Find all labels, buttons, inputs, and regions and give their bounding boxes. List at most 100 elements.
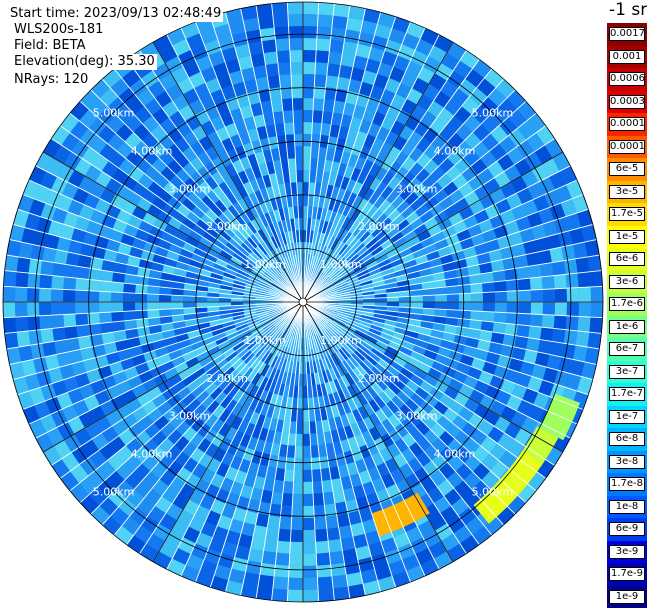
elevation-label: Elevation(deg): 35.30 xyxy=(12,54,157,70)
range-bin xyxy=(578,272,591,288)
colorbar-tick-label: 1.7e-9 xyxy=(609,567,645,581)
range-bin xyxy=(293,110,303,122)
lidar-position-marker xyxy=(299,298,307,306)
range-ring-label: 5.00km xyxy=(93,107,135,120)
range-bin xyxy=(303,518,315,530)
range-bin xyxy=(75,302,87,314)
range-ring-label: 5.00km xyxy=(472,107,514,120)
range-bin xyxy=(435,295,447,303)
range-bin xyxy=(332,575,348,589)
range-bin xyxy=(303,542,316,554)
range-bin xyxy=(290,530,303,542)
range-bin xyxy=(312,481,323,494)
range-bin xyxy=(303,14,318,26)
range-bin xyxy=(159,295,171,303)
range-bin xyxy=(272,588,288,601)
colorbar-cell: 6e-5 xyxy=(607,158,647,181)
range-bin xyxy=(589,271,602,287)
range-bin xyxy=(494,281,507,292)
range-ring-label: 3.00km xyxy=(396,182,438,195)
range-bin xyxy=(51,276,64,290)
range-bin xyxy=(27,316,40,331)
colorbar-tick-label: 1e-5 xyxy=(609,230,645,244)
range-bin xyxy=(15,272,28,288)
range-bin xyxy=(289,554,303,566)
range-bin xyxy=(447,294,459,302)
range-bin xyxy=(554,274,567,288)
range-bin xyxy=(290,50,303,62)
range-bin xyxy=(555,302,567,316)
range-bin xyxy=(552,328,566,343)
range-bin xyxy=(314,74,327,87)
range-bin xyxy=(579,287,591,302)
range-bin xyxy=(273,577,289,590)
range-bin xyxy=(291,74,303,86)
range-bin xyxy=(591,286,603,302)
range-bin xyxy=(295,446,303,458)
range-bin xyxy=(303,554,317,566)
range-bin xyxy=(258,16,274,30)
range-bin xyxy=(284,122,294,135)
range-bin xyxy=(147,294,159,302)
range-bin xyxy=(552,261,566,276)
range-bin xyxy=(278,62,291,75)
range-bin xyxy=(294,134,303,146)
range-bin xyxy=(262,551,277,565)
range-bin xyxy=(495,291,507,302)
range-bin xyxy=(289,38,303,50)
range-bin xyxy=(274,565,289,578)
colorbar-tick-label: 0.0003 xyxy=(609,95,645,109)
colorbar-tick-label: 6e-5 xyxy=(609,162,645,176)
range-bin xyxy=(303,122,312,134)
range-bin xyxy=(283,481,294,494)
range-bin xyxy=(17,257,31,273)
colorbar-tick-label: 1.7e-5 xyxy=(609,207,645,221)
range-bin xyxy=(258,575,274,589)
colorbar-tick-label: 0.00017 xyxy=(609,117,645,131)
range-bin xyxy=(578,316,591,332)
colorbar-cell: 1.7e-9 xyxy=(607,563,647,586)
range-bin xyxy=(312,122,322,135)
range-bin xyxy=(289,26,303,38)
range-bin xyxy=(312,469,322,482)
range-bin xyxy=(317,577,333,590)
field-label: Field: BETA xyxy=(12,38,87,54)
range-bin xyxy=(303,134,312,146)
range-bin xyxy=(51,302,63,315)
range-bin xyxy=(3,302,15,318)
range-bin xyxy=(579,302,591,317)
range-bin xyxy=(27,302,39,316)
range-ring-label: 4.00km xyxy=(434,448,476,461)
range-bin xyxy=(288,14,303,26)
range-bin xyxy=(63,302,75,315)
range-bin xyxy=(272,2,288,15)
range-bin xyxy=(471,293,483,302)
range-ring-label: 3.00km xyxy=(169,182,211,195)
range-bin xyxy=(275,38,289,51)
range-bin xyxy=(64,326,78,340)
range-bin xyxy=(287,590,303,602)
range-bin xyxy=(327,527,341,541)
range-bin xyxy=(471,302,483,311)
range-bin xyxy=(591,302,603,318)
range-bin xyxy=(528,326,542,340)
range-bin xyxy=(15,302,27,317)
range-ring-label: 4.00km xyxy=(434,145,476,158)
range-bin xyxy=(266,63,280,77)
range-bin xyxy=(317,14,333,27)
range-bin xyxy=(530,314,543,327)
range-ring-label: 1.00km xyxy=(320,334,362,347)
colorbar-cell: 0.0001 xyxy=(607,136,647,159)
range-bin xyxy=(313,493,324,506)
colorbar-tick-label: 3e-8 xyxy=(609,455,645,469)
range-bin xyxy=(292,98,303,110)
range-bin xyxy=(40,261,54,276)
range-bin xyxy=(64,265,78,279)
colorbar-tick-label: 1e-9 xyxy=(609,590,645,604)
colorbar-tick-label: 3e-6 xyxy=(609,275,645,289)
range-bin xyxy=(316,553,330,566)
colorbar-tick-label: 0.0017 xyxy=(609,27,645,41)
range-bin xyxy=(543,289,555,302)
range-bin xyxy=(303,434,311,446)
range-bin xyxy=(111,302,123,312)
